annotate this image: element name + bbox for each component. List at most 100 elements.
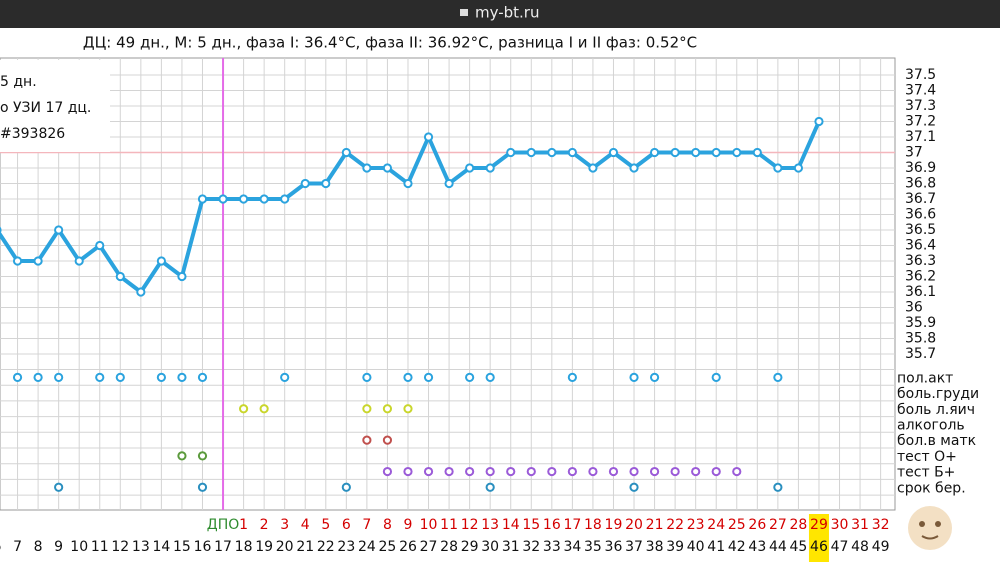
- day-label: 20: [276, 539, 294, 555]
- temperature-point: [115, 271, 125, 282]
- symptom-label: тест О+: [897, 449, 957, 465]
- temperature-point: [465, 163, 475, 173]
- day-label: 31: [502, 539, 520, 555]
- symptom-marker: [382, 404, 393, 414]
- dpo-label: 19: [605, 517, 623, 533]
- dpo-label: 15: [522, 517, 540, 533]
- symptom-marker: [403, 404, 413, 414]
- day-label: 11: [91, 539, 109, 555]
- y-tick-label: 37: [905, 145, 923, 161]
- dpo-label: 25: [728, 517, 746, 533]
- symptom-marker: [444, 466, 454, 477]
- symptom-label: боль.груди: [897, 386, 979, 402]
- dpo-label: 10: [420, 517, 438, 533]
- y-tick-label: 36.7: [905, 191, 936, 207]
- symptom-marker: [259, 404, 269, 414]
- temperature-point: [321, 178, 331, 189]
- temperature-point: [197, 194, 208, 204]
- day-label: 17: [214, 539, 232, 555]
- plot-bg: [0, 57, 896, 511]
- temperature-point: [506, 147, 516, 158]
- symptom-marker: [485, 372, 495, 382]
- day-label: 37: [625, 539, 643, 555]
- dpo-label: 12: [461, 517, 479, 533]
- dpo-label: 16: [543, 517, 561, 533]
- temperature-point: [177, 271, 187, 282]
- day-label: 42: [728, 539, 746, 555]
- day-label: 10: [70, 539, 88, 555]
- day-label: 18: [235, 539, 253, 555]
- lock-icon: [460, 9, 468, 16]
- dpo-label: 29: [810, 517, 828, 533]
- temperature-point: [588, 163, 598, 173]
- symptom-marker: [362, 372, 372, 382]
- day-label: 21: [296, 539, 314, 555]
- y-tick-label: 35.7: [905, 346, 936, 362]
- y-tick-label: 37.3: [905, 98, 936, 114]
- day-label: 34: [563, 539, 581, 555]
- day-label: 41: [707, 539, 725, 555]
- symptom-marker: [54, 372, 64, 382]
- temperature-point: [814, 116, 824, 127]
- day-label: 25: [379, 539, 397, 555]
- temperature-point: [485, 163, 495, 173]
- symptom-marker: [423, 372, 434, 382]
- temperature-point: [0, 226, 2, 234]
- temperature-point: [156, 256, 166, 266]
- temperature-point: [362, 163, 372, 173]
- temperature-point: [280, 194, 290, 204]
- symptom-marker: [280, 372, 290, 382]
- symptom-marker: [629, 482, 639, 492]
- symptom-marker: [773, 372, 783, 382]
- plot: 5 дн.о УЗИ 17 дц.#39382635.735.835.93636…: [0, 57, 979, 562]
- dpo-label: 1: [239, 517, 248, 533]
- day-label: 49: [872, 539, 890, 555]
- temperature-point: [444, 178, 454, 189]
- temperature-point: [711, 147, 721, 158]
- day-label: 15: [173, 539, 191, 555]
- dpo-label: 31: [851, 517, 869, 533]
- day-label: 29: [461, 539, 479, 555]
- info-line: 5 дн.: [0, 74, 37, 90]
- info-box: [0, 60, 110, 152]
- day-label: 46: [810, 539, 828, 555]
- symptom-label: бол.в матк: [897, 433, 976, 449]
- day-label: 23: [337, 539, 355, 555]
- y-tick-label: 36.2: [905, 269, 936, 285]
- day-label: 32: [522, 539, 540, 555]
- y-tick-label: 37.5: [905, 67, 936, 83]
- symptom-marker: [465, 372, 475, 382]
- day-label: 19: [255, 539, 273, 555]
- dpo-label: 6: [342, 517, 351, 533]
- temperature-point: [136, 287, 146, 297]
- dpo-label: 30: [831, 517, 849, 533]
- symptom-marker: [95, 372, 105, 382]
- y-tick-label: 36.6: [905, 207, 936, 223]
- symptom-label: срок бер.: [897, 480, 966, 496]
- symptom-marker: [197, 451, 208, 461]
- day-label: 26: [399, 539, 417, 555]
- symptom-label: алкоголь: [897, 417, 965, 433]
- y-tick-label: 37.1: [905, 129, 936, 145]
- temperature-point: [773, 163, 783, 173]
- symptom-marker: [670, 466, 680, 477]
- browser-bar: [0, 0, 1000, 28]
- day-label: 6: [0, 539, 2, 555]
- dpo-label: 28: [790, 517, 808, 533]
- symptom-marker: [567, 372, 577, 382]
- y-tick-label: 36.8: [905, 176, 936, 192]
- symptom-marker: [608, 466, 619, 477]
- symptom-marker: [506, 466, 516, 477]
- day-label: 24: [358, 539, 376, 555]
- symptom-marker: [341, 482, 351, 492]
- dpo-label: 8: [383, 517, 392, 533]
- y-tick-label: 37.4: [905, 83, 936, 99]
- symptom-marker: [12, 372, 23, 382]
- symptom-marker: [362, 435, 372, 445]
- dpo-label: 18: [584, 517, 602, 533]
- symptom-marker: [403, 372, 413, 382]
- day-label: 14: [152, 539, 170, 555]
- symptom-label: тест Б+: [897, 465, 955, 481]
- symptom-marker: [691, 466, 701, 477]
